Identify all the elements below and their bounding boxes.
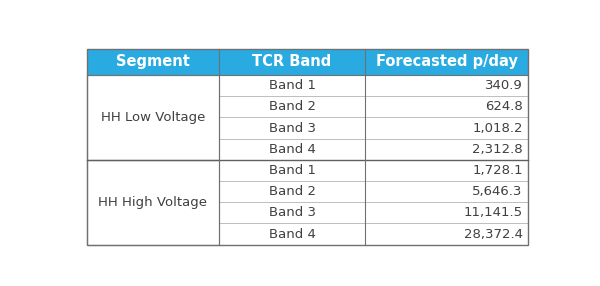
Bar [219, 96, 365, 118]
Bar [365, 223, 529, 245]
Text: Band 1: Band 1 [269, 79, 316, 92]
Text: 1,018.2: 1,018.2 [472, 122, 523, 135]
Text: HH High Voltage: HH High Voltage [98, 196, 208, 209]
Text: 2,312.8: 2,312.8 [472, 143, 523, 156]
Bar [365, 75, 529, 96]
Bar [86, 160, 219, 245]
Bar [365, 202, 529, 223]
Bar [86, 49, 219, 75]
Text: Band 3: Band 3 [269, 122, 316, 135]
Bar [219, 49, 365, 75]
Text: 5,646.3: 5,646.3 [472, 185, 523, 198]
Text: Forecasted p/day: Forecasted p/day [376, 54, 518, 69]
Text: 624.8: 624.8 [485, 100, 523, 113]
Bar [219, 118, 365, 139]
Text: Band 4: Band 4 [269, 228, 316, 241]
Bar [219, 181, 365, 202]
Text: 11,141.5: 11,141.5 [464, 206, 523, 219]
Text: 340.9: 340.9 [485, 79, 523, 92]
Bar [86, 49, 529, 245]
Bar [365, 118, 529, 139]
Bar [86, 75, 219, 160]
Text: Segment: Segment [116, 54, 190, 69]
Text: Band 1: Band 1 [269, 164, 316, 177]
Text: 28,372.4: 28,372.4 [464, 228, 523, 241]
Text: Band 2: Band 2 [269, 100, 316, 113]
Bar [219, 139, 365, 160]
Bar [219, 202, 365, 223]
Bar [365, 160, 529, 181]
Bar [365, 139, 529, 160]
Text: Band 2: Band 2 [269, 185, 316, 198]
Text: 1,728.1: 1,728.1 [472, 164, 523, 177]
Bar [86, 160, 219, 245]
Bar [365, 49, 529, 75]
Bar [219, 75, 365, 96]
Bar [219, 160, 365, 181]
Bar [219, 223, 365, 245]
Bar [365, 181, 529, 202]
Bar [365, 96, 529, 118]
Text: TCR Band: TCR Band [253, 54, 332, 69]
Bar [86, 75, 219, 160]
Text: Band 3: Band 3 [269, 206, 316, 219]
Text: HH Low Voltage: HH Low Voltage [101, 111, 205, 124]
Text: Band 4: Band 4 [269, 143, 316, 156]
